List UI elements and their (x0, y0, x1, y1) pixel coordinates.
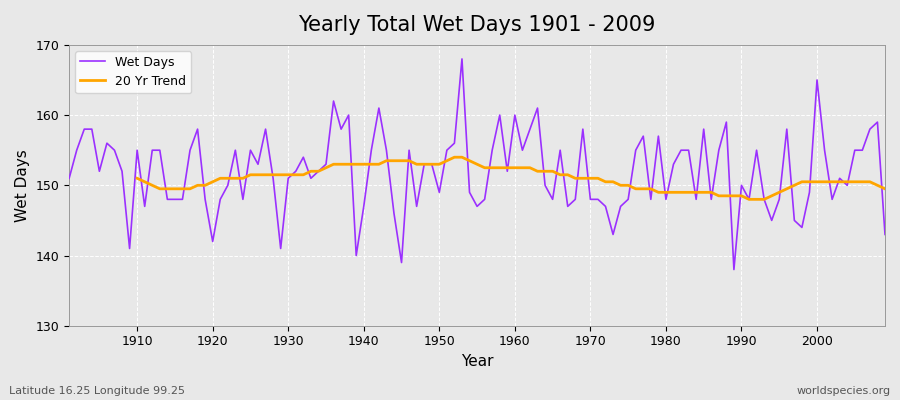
Wet Days (64, 176, 75, 181)
Wet Days (728, 267, 739, 272)
20 Yr Trend (131, 176, 142, 181)
Text: Latitude 16.25 Longitude 99.25: Latitude 16.25 Longitude 99.25 (9, 386, 185, 396)
Line: Wet Days: Wet Days (69, 59, 885, 270)
Wet Days (517, 148, 527, 153)
Wet Days (124, 246, 135, 251)
Wet Days (336, 127, 346, 132)
Wet Days (509, 113, 520, 118)
Legend: Wet Days, 20 Yr Trend: Wet Days, 20 Yr Trend (76, 51, 192, 93)
20 Yr Trend (743, 197, 754, 202)
20 Yr Trend (275, 172, 286, 177)
20 Yr Trend (834, 179, 845, 184)
20 Yr Trend (449, 155, 460, 160)
Wet Days (608, 232, 618, 237)
20 Yr Trend (585, 176, 596, 181)
20 Yr Trend (879, 186, 890, 191)
Wet Days (291, 169, 302, 174)
Wet Days (879, 232, 890, 237)
X-axis label: Year: Year (461, 354, 493, 369)
20 Yr Trend (525, 165, 535, 170)
Y-axis label: Wet Days: Wet Days (15, 149, 30, 222)
Wet Days (456, 56, 467, 61)
Line: 20 Yr Trend: 20 Yr Trend (137, 157, 885, 199)
Text: worldspecies.org: worldspecies.org (796, 386, 891, 396)
Title: Yearly Total Wet Days 1901 - 2009: Yearly Total Wet Days 1901 - 2009 (299, 15, 656, 35)
20 Yr Trend (305, 169, 316, 174)
20 Yr Trend (857, 179, 868, 184)
